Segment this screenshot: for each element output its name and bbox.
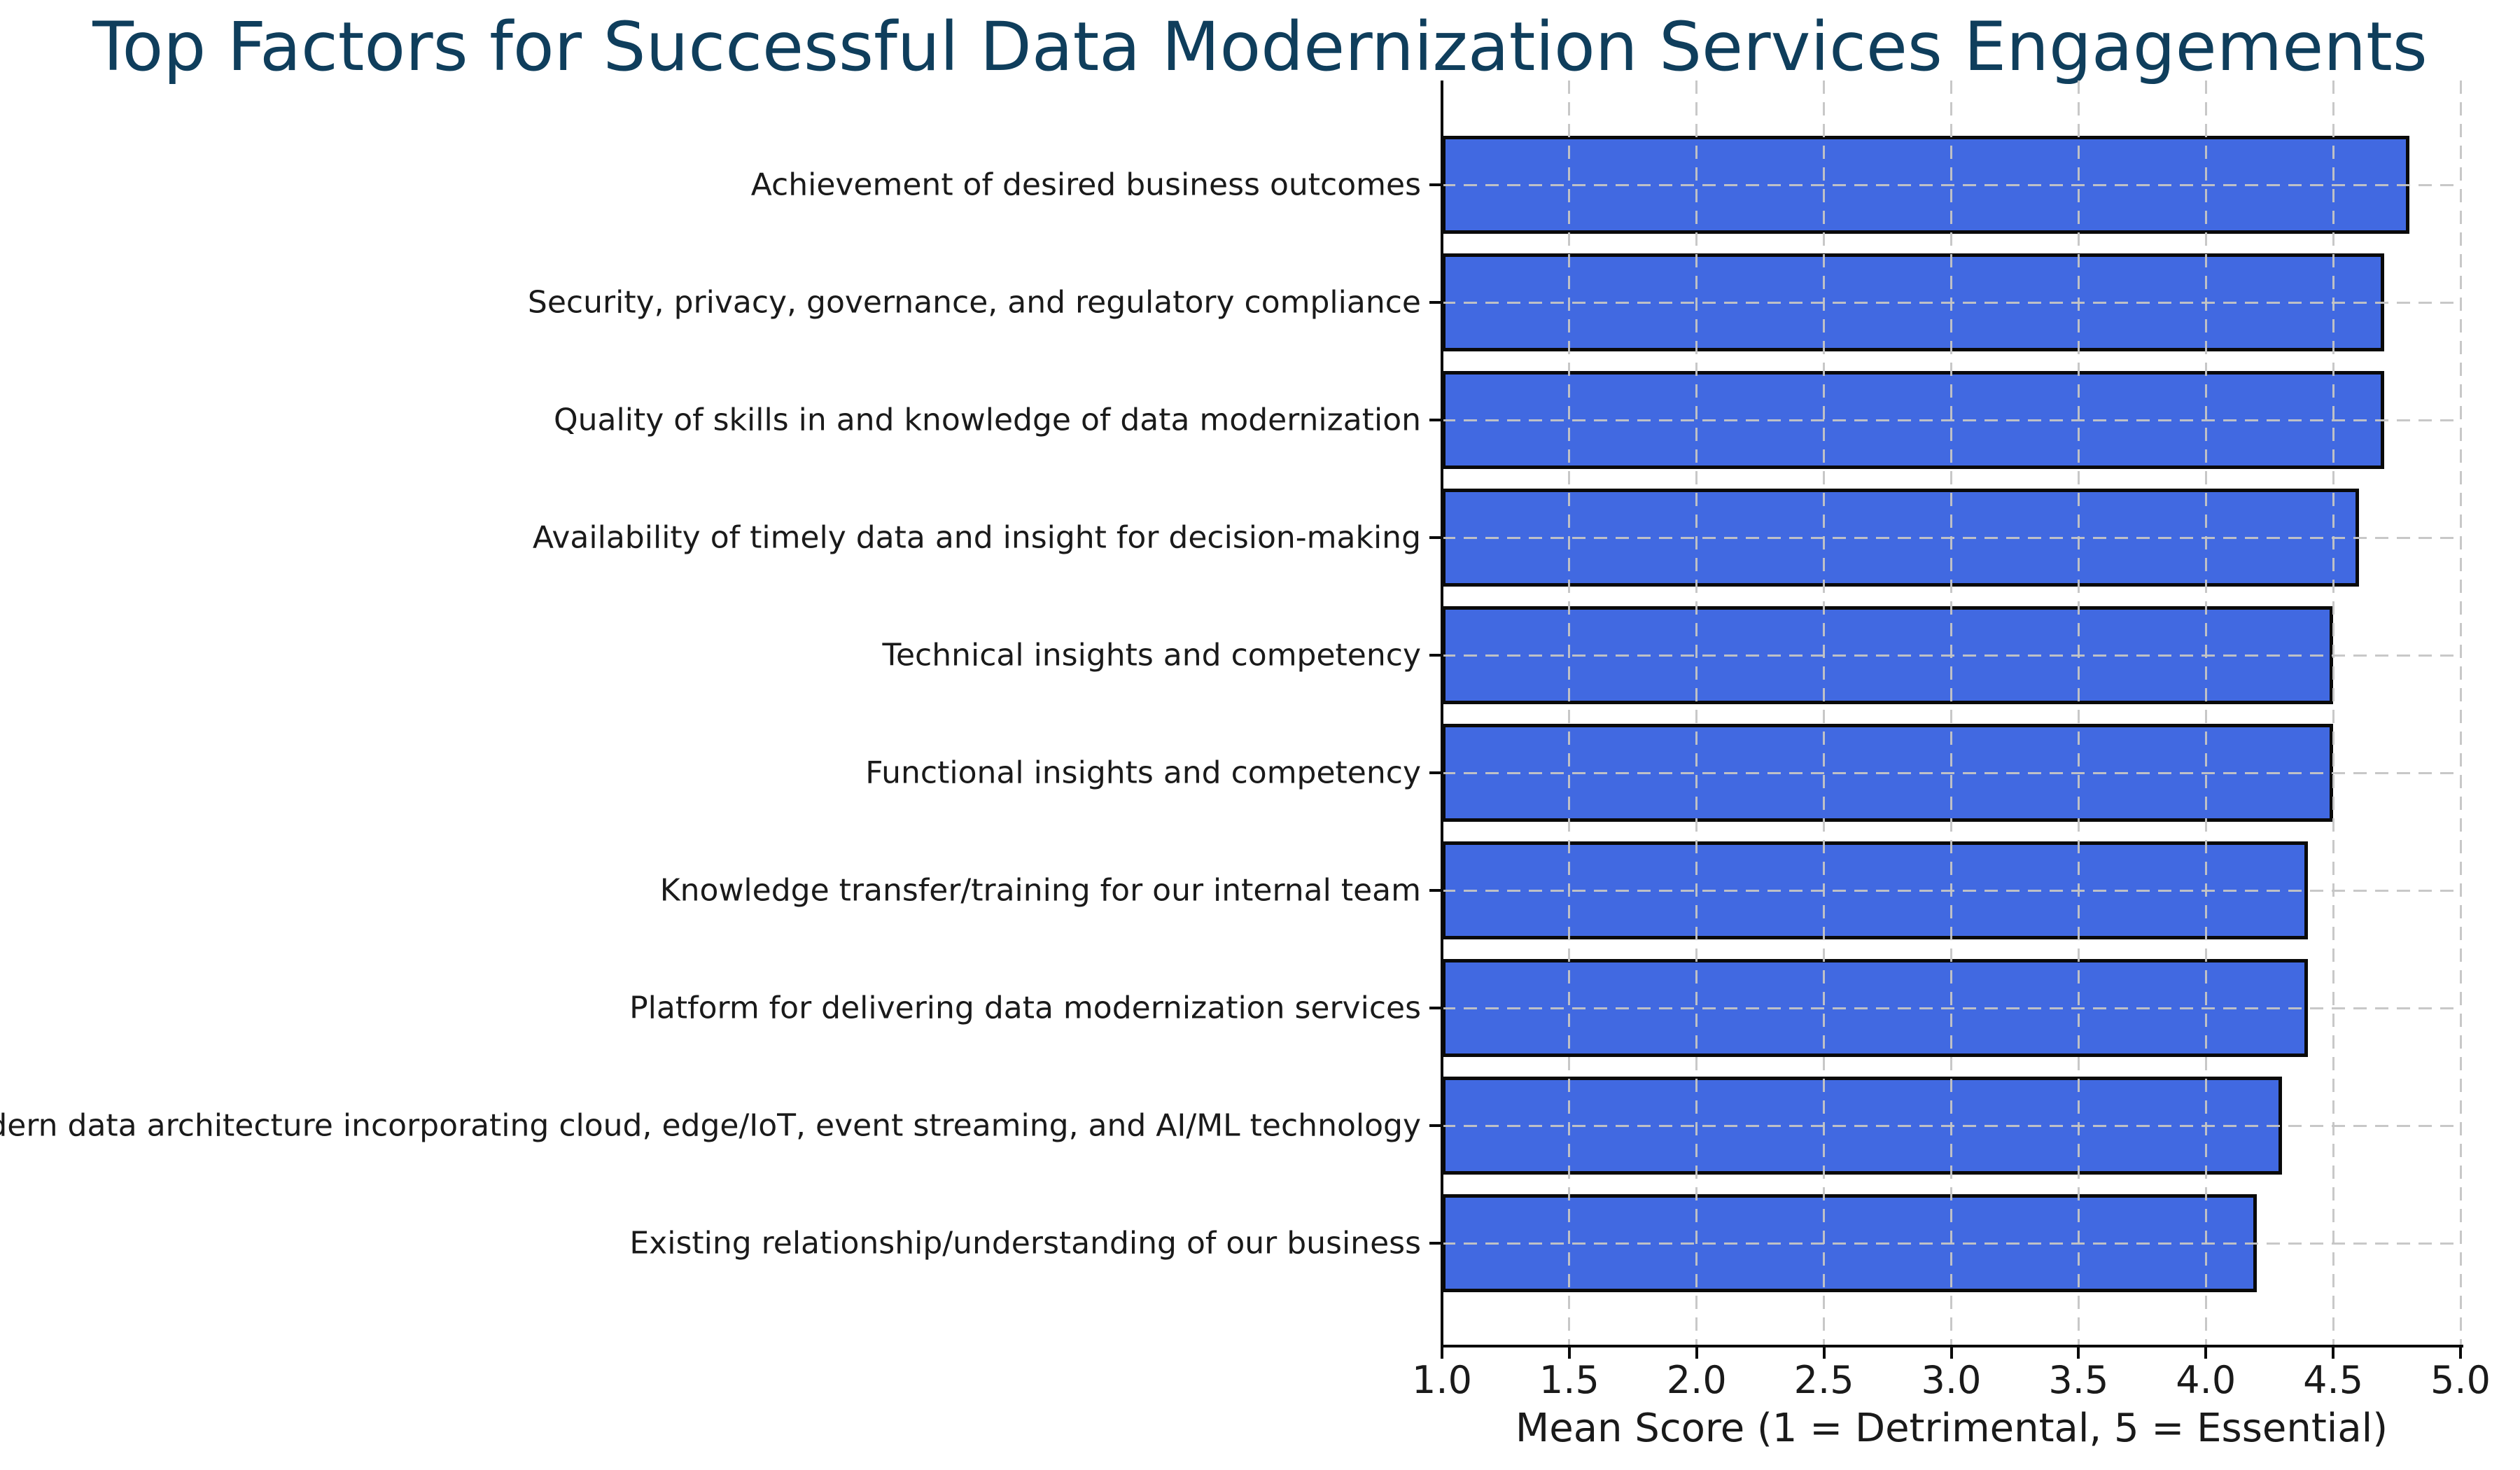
category-label-8: Modern data architecture incorporating c… — [0, 1107, 1421, 1144]
gridline-y-1 — [1442, 301, 2460, 304]
chart-title: Top Factors for Successful Data Moderniz… — [92, 8, 2428, 86]
gridline-y-3 — [1442, 536, 2460, 539]
gridline-y-2 — [1442, 419, 2460, 421]
x-axis-label: Mean Score (1 = Detrimental, 5 = Essenti… — [1515, 1406, 2388, 1451]
gridline-x-4 — [2204, 80, 2207, 1345]
category-label-2: Quality of skills in and knowledge of da… — [554, 402, 1421, 438]
x-tick-label-2.5: 2.5 — [1793, 1358, 1854, 1402]
gridline-x-4.5 — [2332, 80, 2334, 1345]
y-tick-3 — [1429, 536, 1441, 539]
x-tick-label-2.0: 2.0 — [1666, 1358, 1727, 1402]
y-tick-8 — [1429, 1124, 1441, 1127]
x-tick-3.5 — [2077, 1348, 2080, 1359]
gridline-y-6 — [1442, 889, 2460, 892]
x-tick-2.5 — [1822, 1348, 1826, 1359]
y-tick-9 — [1429, 1242, 1441, 1245]
gridline-x-2.5 — [1823, 80, 1826, 1345]
x-tick-label-5.0: 5.0 — [2430, 1358, 2491, 1402]
x-tick-1.5 — [1567, 1348, 1571, 1359]
category-label-4: Technical insights and competency — [882, 637, 1421, 673]
y-tick-4 — [1429, 654, 1441, 657]
y-tick-7 — [1429, 1007, 1441, 1009]
y-tick-1 — [1429, 301, 1441, 304]
gridline-y-8 — [1442, 1124, 2460, 1127]
gridline-x-2 — [1695, 80, 1698, 1345]
x-tick-label-4.0: 4.0 — [2176, 1358, 2236, 1402]
gridline-x-3 — [1950, 80, 1952, 1345]
gridline-y-4 — [1442, 654, 2460, 657]
x-tick-label-1.0: 1.0 — [1412, 1358, 1472, 1402]
x-tick-5.0 — [2459, 1348, 2462, 1359]
y-axis-spine — [1441, 80, 1443, 1348]
gridline-y-9 — [1442, 1242, 2460, 1245]
x-tick-label-3.5: 3.5 — [2048, 1358, 2109, 1402]
category-label-3: Availability of timely data and insight … — [532, 519, 1421, 556]
x-axis-spine — [1441, 1345, 2463, 1348]
category-label-0: Achievement of desired business outcomes — [750, 167, 1421, 203]
x-tick-3.0 — [1949, 1348, 1953, 1359]
x-tick-1.0 — [1441, 1348, 1443, 1359]
gridline-x-5 — [2459, 80, 2462, 1345]
x-tick-2.0 — [1695, 1348, 1698, 1359]
x-tick-label-4.5: 4.5 — [2303, 1358, 2364, 1402]
x-tick-4.5 — [2332, 1348, 2335, 1359]
category-label-5: Functional insights and competency — [865, 755, 1421, 791]
gridline-y-0 — [1442, 183, 2460, 186]
x-tick-label-3.0: 3.0 — [1921, 1358, 1982, 1402]
gridline-y-7 — [1442, 1007, 2460, 1009]
category-label-1: Security, privacy, governance, and regul… — [527, 284, 1421, 321]
category-label-6: Knowledge transfer/training for our inte… — [659, 872, 1421, 909]
y-tick-2 — [1429, 419, 1441, 421]
y-tick-0 — [1429, 183, 1441, 186]
x-tick-label-1.5: 1.5 — [1539, 1358, 1600, 1402]
gridline-x-1.5 — [1568, 80, 1571, 1345]
y-tick-6 — [1429, 889, 1441, 892]
gridline-y-5 — [1442, 771, 2460, 774]
y-tick-5 — [1429, 771, 1441, 774]
category-label-9: Existing relationship/understanding of o… — [629, 1225, 1421, 1261]
gridline-x-3.5 — [2077, 80, 2080, 1345]
x-tick-4.0 — [2204, 1348, 2208, 1359]
category-label-7: Platform for delivering data modernizati… — [629, 990, 1421, 1026]
